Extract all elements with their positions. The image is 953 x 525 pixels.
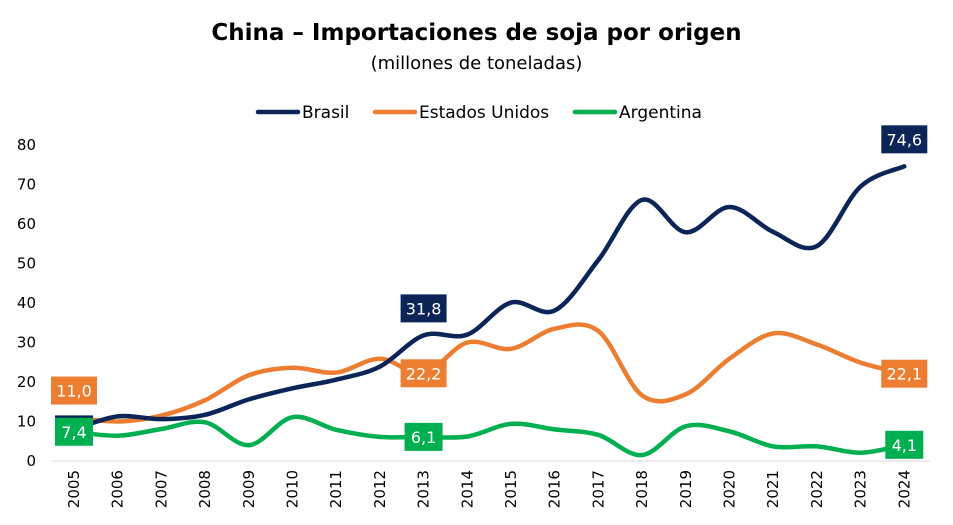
x-tick-label: 2006 [109,470,127,508]
legend-label-brasil: Brasil [302,103,349,123]
x-tick-label: 2021 [764,470,782,508]
data-label-box-brasil [881,125,928,154]
x-tick-label: 2009 [240,470,258,508]
data-label-box-estados-unidos [881,359,928,388]
series-line-argentina [71,414,907,458]
data-label-box-argentina [404,422,443,451]
x-tick-label: 2019 [677,470,695,508]
data-label-argentina: 4,1 [892,436,917,455]
y-tick-label: 20 [17,373,36,391]
chart-subtitle: (millones de toneladas) [370,53,583,74]
x-tick-label: 2016 [546,470,564,508]
y-tick-label: 50 [17,255,36,273]
series-line-estados-unidos [71,322,907,424]
data-label-argentina: 7,4 [61,423,86,442]
y-tick-label: 70 [17,176,36,194]
y-tick-label: 10 [17,413,36,431]
x-tick-label: 2012 [371,470,389,508]
chart-title: China – Importaciones de soja por origen [211,20,742,46]
x-tick-label: 2022 [808,470,826,508]
data-label-box-brasil [400,294,447,323]
x-tick-label: 2007 [152,470,170,508]
y-tick-label: 0 [26,452,36,470]
data-label-box-estados-unidos [400,359,447,388]
x-tick-label: 2023 [852,470,870,508]
legend-label-argentina: Argentina [619,103,702,123]
y-tick-label: 30 [17,334,36,352]
x-tick-label: 2024 [895,470,913,508]
x-tick-label: 2015 [502,470,520,508]
data-label-box-argentina [885,430,924,459]
data-label-box-argentina [55,417,93,446]
x-tick-label: 2014 [458,470,476,508]
x-tick-label: 2020 [721,470,739,508]
data-label-estados-unidos: 22,2 [406,364,442,383]
x-tick-label: 2017 [589,470,607,508]
y-tick-label: 40 [17,294,36,312]
data-label-brasil: 74,6 [886,130,922,149]
data-label-box-estados-unidos [51,376,97,405]
x-tick-label: 2005 [65,470,83,508]
y-tick-label: 80 [17,136,36,154]
x-tick-label: 2018 [633,470,651,508]
y-tick-label: 60 [17,215,36,233]
series-line-brasil [71,164,907,432]
legend-label-estados-unidos: Estados Unidos [419,103,549,123]
x-tick-label: 2010 [284,470,302,508]
x-tick-label: 2011 [327,470,345,508]
data-label-argentina: 6,1 [411,428,436,447]
data-label-brasil: 31,8 [406,299,442,318]
data-label-estados-unidos: 22,1 [886,365,922,384]
data-label-estados-unidos: 11,0 [56,382,92,401]
x-tick-label: 2013 [415,470,433,508]
x-tick-label: 2008 [196,470,214,508]
